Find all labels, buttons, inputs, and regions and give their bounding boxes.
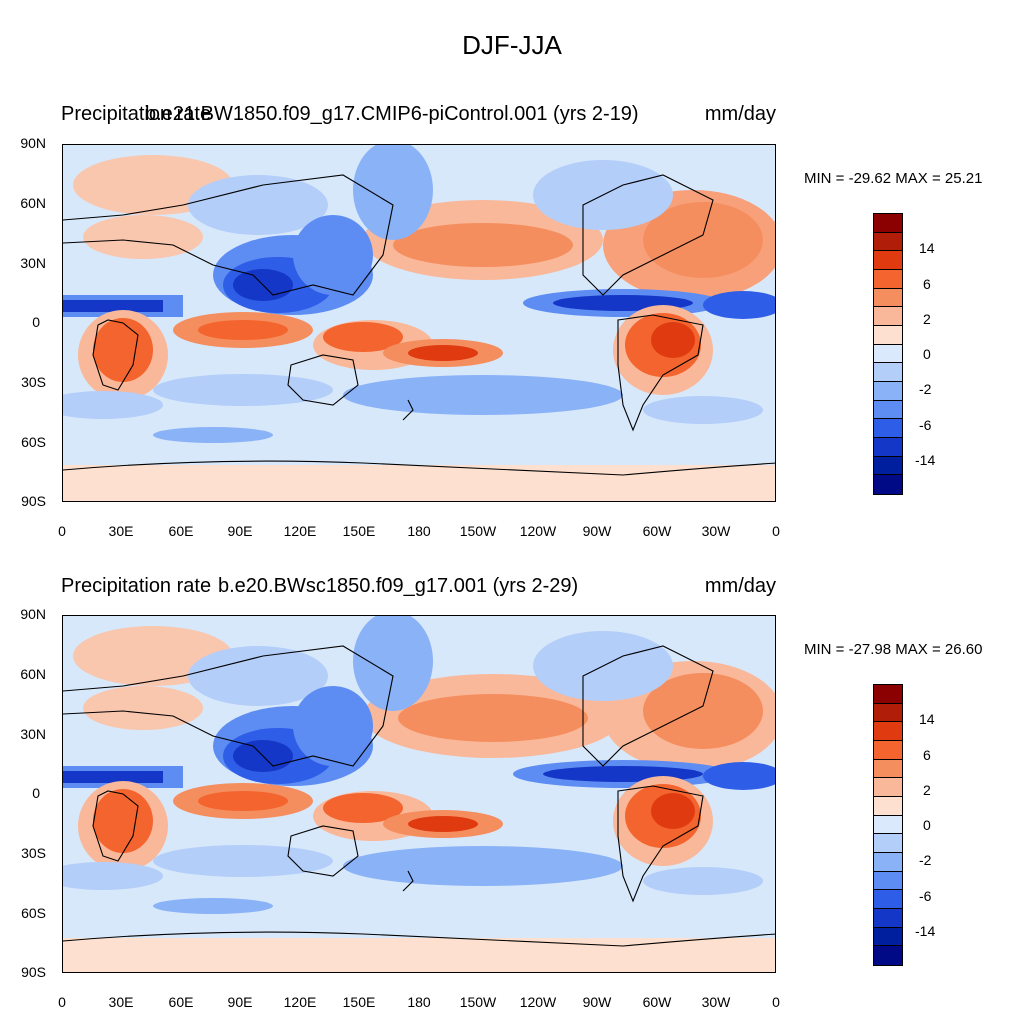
panel2-lat-label: 90N	[20, 606, 46, 622]
colorbar-swatch	[874, 685, 902, 704]
panel1-lat-label: 0	[32, 314, 40, 330]
colorbar-swatch	[874, 778, 902, 797]
colorbar-swatch	[874, 703, 902, 723]
panel1-lon-label: 180	[407, 523, 431, 539]
panel2-minmax: MIN = -27.98 MAX = 26.60	[804, 641, 983, 658]
panel2-colorbar-label: 14	[919, 711, 935, 727]
panel1-lat-label: 90S	[21, 493, 46, 509]
panel1-colorbar-boxes	[873, 213, 903, 495]
colorbar-swatch	[874, 438, 902, 457]
figure-title: DJF-JJA	[462, 30, 562, 60]
panel1-lon-label: 60E	[168, 523, 194, 539]
panel1-colorbar-label: -6	[919, 417, 932, 433]
panel1-lat-label: 60S	[21, 434, 46, 450]
colorbar-swatch	[874, 344, 902, 364]
colorbar-swatch	[874, 288, 902, 308]
panel1-variable-label: Precipitation rate	[61, 103, 212, 125]
colorbar-swatch	[874, 326, 902, 345]
panel2-lon-label: 120W	[519, 994, 557, 1010]
panel2-colorbar-label: -14	[915, 923, 936, 939]
colorbar-swatch	[874, 419, 902, 438]
panel1-lon-label: 90E	[227, 523, 253, 539]
panel2-units-label: mm/day	[704, 575, 776, 597]
colorbar-swatch	[874, 815, 902, 835]
panel1-minmax: MIN = -29.62 MAX = 25.21	[804, 170, 983, 187]
panel2-lon-label: 30E	[108, 994, 134, 1010]
panel2-lon-label: 180	[407, 994, 431, 1010]
colorbar-swatch	[874, 382, 902, 401]
colorbar-swatch	[874, 270, 902, 289]
panel2-colorbar-label: 2	[923, 782, 931, 798]
panel2-colorbar-label: -2	[919, 852, 932, 868]
panel2-lat-label: 90S	[21, 964, 46, 980]
panel2-colorbar-label: 0	[923, 817, 931, 833]
panel1-lat-label: 60N	[20, 195, 46, 211]
colorbar-swatch	[874, 890, 902, 909]
panel2-variable-label: Precipitation rate	[61, 575, 212, 597]
colorbar-swatch	[874, 475, 902, 494]
panel1-colorbar-label: 2	[923, 311, 931, 327]
panel2-map-field	[63, 616, 775, 972]
panel2-colorbar-label: 6	[923, 747, 931, 763]
colorbar-swatch	[874, 853, 902, 872]
colorbar-swatch	[874, 251, 902, 270]
panel2-lon-label: 150E	[342, 994, 376, 1010]
colorbar-swatch	[874, 363, 902, 382]
panel1-units-label: mm/day	[704, 103, 776, 125]
colorbar-swatch	[874, 722, 902, 741]
colorbar-swatch	[874, 456, 902, 476]
colorbar-swatch	[874, 946, 902, 965]
panel1-lat-label: 30N	[20, 255, 46, 271]
panel1-lon-label: 0	[772, 523, 780, 539]
colorbar-swatch	[874, 400, 902, 420]
panel1-lon-label: 60W	[642, 523, 672, 539]
panel2-colorbar-boxes	[873, 684, 903, 966]
panel1-lon-label: 120W	[519, 523, 557, 539]
colorbar-swatch	[874, 307, 902, 326]
panel1-lon-label: 150W	[459, 523, 497, 539]
panel1-colorbar-label: 14	[919, 240, 935, 256]
colorbar-swatch	[874, 909, 902, 928]
colorbar-swatch	[874, 834, 902, 853]
panel1-lon-label: 120E	[283, 523, 317, 539]
panel1-map	[62, 144, 776, 502]
panel2-lon-label: 120E	[283, 994, 317, 1010]
panel2-lon-label: 150W	[459, 994, 497, 1010]
panel2-lat-label: 60S	[21, 905, 46, 921]
colorbar-swatch	[874, 214, 902, 233]
panel1-colorbar-label: 0	[923, 346, 931, 362]
panel2-lon-label: 90W	[582, 994, 612, 1010]
colorbar-swatch	[874, 927, 902, 947]
panel2-lon-label: 0	[58, 994, 66, 1010]
panel2-lat-label: 60N	[20, 666, 46, 682]
colorbar-swatch	[874, 871, 902, 891]
panel2-lon-label: 90E	[227, 994, 253, 1010]
colorbar-swatch	[874, 232, 902, 252]
colorbar-swatch	[874, 759, 902, 779]
panel1-lat-label: 90N	[20, 135, 46, 151]
panel1-lon-label: 150E	[342, 523, 376, 539]
colorbar-swatch	[874, 741, 902, 760]
panel2-map	[62, 615, 776, 973]
panel1-colorbar-label: -14	[915, 452, 936, 468]
panel2-lat-label: 30N	[20, 726, 46, 742]
panel2-colorbar-label: -6	[919, 888, 932, 904]
panel1-lon-label: 0	[58, 523, 66, 539]
panel2-lon-label: 0	[772, 994, 780, 1010]
colorbar-swatch	[874, 797, 902, 816]
panel2-lon-label: 60E	[168, 994, 194, 1010]
panel1-colorbar-label: 6	[923, 276, 931, 292]
panel1-lon-label: 30W	[701, 523, 731, 539]
panel2-case-label: b.e20.BWsc1850.f09_g17.001 (yrs 2-29)	[218, 575, 579, 597]
panel1-map-field	[63, 145, 775, 501]
panel1-lat-label: 30S	[21, 374, 46, 390]
panel2-lat-label: 30S	[21, 845, 46, 861]
panel1-colorbar-label: -2	[919, 381, 932, 397]
panel2-lon-label: 60W	[642, 994, 672, 1010]
panel2-lon-label: 30W	[701, 994, 731, 1010]
panel1-lon-label: 90W	[582, 523, 612, 539]
panel2-lat-label: 0	[32, 785, 40, 801]
panel1-lon-label: 30E	[108, 523, 134, 539]
panel1-case-label: b.e21.BW1850.f09_g17.CMIP6-piControl.001…	[145, 103, 639, 125]
